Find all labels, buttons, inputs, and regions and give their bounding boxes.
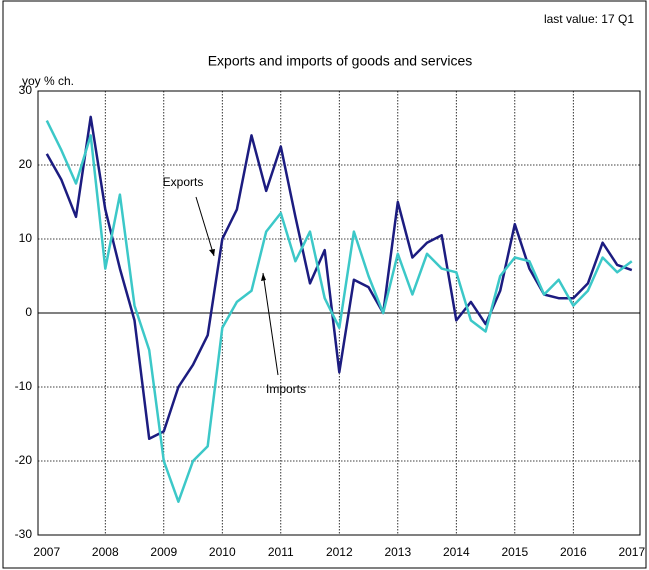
y-tick-label: 20: [19, 157, 33, 171]
x-tick-label: 2010: [209, 545, 236, 559]
y-tick-label: 0: [25, 305, 32, 319]
arrow-head: [209, 249, 215, 256]
x-tick-label: 2012: [326, 545, 353, 559]
chart-title: Exports and imports of goods and service…: [208, 53, 473, 69]
y-tick-label: 30: [19, 83, 33, 97]
y-tick-label: -30: [15, 527, 33, 541]
arrow-head: [261, 273, 266, 281]
annotation-arrow: [195, 196, 215, 257]
annotation: Imports: [266, 382, 306, 396]
x-tick-label: 2014: [443, 545, 470, 559]
x-tick-label: 2015: [501, 545, 528, 559]
series-line: [45, 115, 633, 441]
x-tick-label: 2008: [92, 545, 119, 559]
y-tick-label: -20: [15, 453, 33, 467]
x-tick-label: 2011: [268, 545, 294, 559]
x-tick-label: 2016: [560, 545, 587, 559]
annotation-arrow: [262, 272, 279, 376]
x-tick-label: 2007: [33, 545, 60, 559]
series-line: [45, 120, 633, 503]
x-tick-label: 2017: [618, 545, 645, 559]
y-tick-label: -10: [15, 379, 33, 393]
y-tick-label: 10: [19, 231, 33, 245]
subtitle: last value: 17 Q1: [544, 12, 634, 26]
x-tick-label: 2009: [150, 545, 177, 559]
annotation: Exports: [163, 175, 204, 189]
y-axis-label: yoy % ch.: [22, 74, 74, 88]
x-tick-label: 2013: [384, 545, 411, 559]
